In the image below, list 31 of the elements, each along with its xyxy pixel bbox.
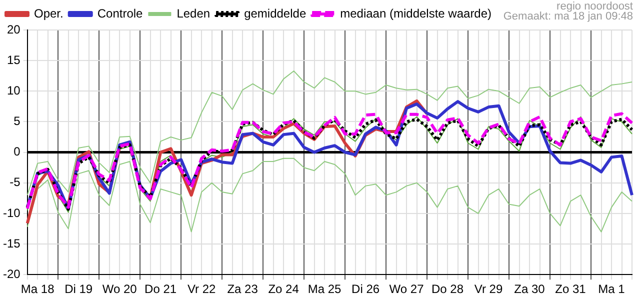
x-tick-label: Do 21 (144, 282, 177, 296)
legend-label: gemiddelde (244, 6, 306, 20)
x-tick-label: Ma 25 (308, 282, 342, 296)
y-tick-label: 20 (6, 22, 21, 36)
x-tick-label: Za 30 (514, 282, 546, 296)
y-tick-label: 0 (14, 144, 21, 159)
text: regio noordoost (556, 0, 633, 13)
legend-label: mediaan (middelste waarde) (340, 6, 492, 20)
text: Gemaakt: ma 18 jan 09:48 (503, 10, 633, 23)
y-tick-label: -15 (3, 236, 21, 250)
legend-label: Leden (176, 6, 210, 20)
y-tick-label: -5 (10, 175, 21, 190)
x-tick-label: Vr 22 (187, 282, 216, 296)
x-tick-label: Ma 1 (598, 282, 626, 296)
x-tick-label: Ma 18 (20, 282, 55, 296)
x-tick-label: Zo 31 (555, 282, 586, 296)
y-tick-label: 5 (14, 114, 21, 128)
x-tick-label: Vr 29 (474, 282, 503, 296)
x-tick-label: Di 19 (64, 282, 93, 296)
legend-label: Oper. (34, 6, 64, 20)
x-tick-label: Za 23 (227, 282, 258, 296)
x-tick-label: Di 26 (352, 282, 380, 296)
y-tick-label: 15 (6, 52, 21, 67)
legend-label: Controle (97, 6, 144, 20)
y-tick-label: 10 (6, 83, 21, 98)
y-tick-label: -20 (3, 266, 21, 281)
x-tick-label: Wo 20 (102, 282, 138, 296)
x-tick-label: Zo 24 (268, 282, 300, 296)
x-tick-label: Do 28 (432, 282, 464, 296)
x-tick-label: Wo 27 (389, 282, 424, 296)
y-tick-label: -10 (3, 206, 21, 220)
